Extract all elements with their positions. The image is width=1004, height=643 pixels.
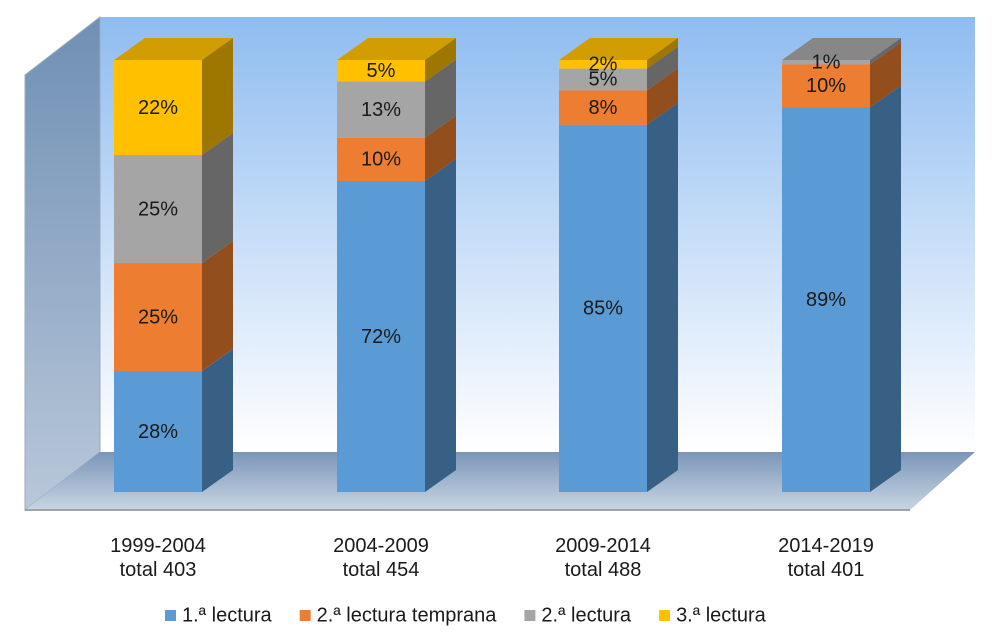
- bar-segment: [114, 133, 233, 264]
- x-tick-label: 2014-2019: [778, 535, 874, 557]
- legend-swatch: [165, 610, 176, 621]
- legend-item: 3.ª lectura: [659, 604, 767, 626]
- bar-segment-front: [782, 64, 870, 108]
- bar-top-face: [337, 38, 456, 60]
- bar-segment-side: [870, 38, 901, 65]
- legend-swatch: [299, 610, 311, 621]
- bar-segment-front: [559, 90, 647, 125]
- bar-segment-front: [114, 371, 202, 492]
- legend-label: 1.ª lectura: [182, 604, 273, 626]
- bar-segment: [782, 38, 901, 65]
- bar-segment-front: [782, 107, 870, 493]
- side-wall: [24, 15, 101, 512]
- bar-segment-front: [559, 60, 647, 69]
- bar-segment-side: [202, 38, 233, 156]
- x-tick-label: 2004-2009: [333, 535, 429, 557]
- bar-segment-side: [425, 115, 456, 181]
- bar-segment-side: [647, 102, 678, 493]
- data-label: 1%: [812, 51, 841, 73]
- bar-segment-side: [425, 59, 456, 138]
- bar-segment: [559, 68, 678, 125]
- bar-segment: [114, 349, 233, 492]
- bar-segment: [337, 59, 456, 138]
- data-label: 10%: [806, 75, 846, 97]
- bar-segment-front: [337, 60, 425, 82]
- bar-segment: [337, 115, 456, 181]
- bar-segment-side: [647, 38, 678, 69]
- bar-segment-front: [114, 155, 202, 264]
- x-tick-total: total 403: [120, 559, 197, 581]
- floor: [25, 452, 975, 510]
- legend-label: 2.ª lectura: [541, 604, 632, 626]
- legend-item: 2.ª lectura temprana: [299, 604, 498, 626]
- bar-segment: [559, 46, 678, 91]
- x-tick-total: total 401: [788, 559, 865, 581]
- x-tick-total: total 454: [343, 559, 420, 581]
- legend-label: 2.ª lectura temprana: [317, 604, 498, 626]
- bar-segment: [559, 102, 678, 493]
- data-label: 5%: [367, 60, 396, 82]
- bar-segment-front: [337, 137, 425, 181]
- bar-top-face: [114, 38, 233, 60]
- bar-segment: [114, 241, 233, 372]
- legend-item: 2.ª lectura: [524, 604, 632, 626]
- data-label: 28%: [138, 421, 178, 443]
- data-label: 8%: [589, 97, 618, 119]
- data-label: 2%: [589, 54, 618, 76]
- x-tick-label: 2009-2014: [555, 535, 651, 557]
- bar-segment-side: [870, 42, 901, 108]
- bar-segment: [337, 38, 456, 82]
- bar-segment-front: [782, 60, 870, 65]
- bar-segment-front: [337, 81, 425, 138]
- bar-segment-front: [559, 124, 647, 493]
- bar-segment-side: [202, 133, 233, 264]
- bar-segment: [559, 38, 678, 69]
- bar-segment-front: [114, 60, 202, 156]
- bar-segment: [337, 158, 456, 492]
- bar-segment-side: [647, 68, 678, 125]
- data-label: 85%: [583, 298, 623, 320]
- bar-segment: [114, 38, 233, 156]
- bar-segment-front: [114, 263, 202, 372]
- legend-label: 3.ª lectura: [676, 604, 767, 626]
- bar-segment: [782, 85, 901, 493]
- bar-segment-side: [202, 349, 233, 492]
- bar-segment-side: [202, 241, 233, 372]
- bar-segment-side: [425, 38, 456, 82]
- data-label: 72%: [361, 326, 401, 348]
- bar-segment-front: [337, 180, 425, 492]
- data-label: 10%: [361, 149, 401, 171]
- bars-layer: 28%25%25%22%72%10%13%5%85%8%5%2%89%10%1%: [114, 38, 901, 493]
- bar-top-face: [559, 38, 678, 60]
- legend: 1.ª lectura 2.ª lectura temprana 2.ª lectu…: [165, 604, 767, 626]
- back-wall: [100, 17, 975, 452]
- data-label: 25%: [138, 306, 178, 328]
- data-label: 89%: [806, 289, 846, 311]
- data-label: 13%: [361, 99, 401, 121]
- data-label: 25%: [138, 198, 178, 220]
- legend-swatch: [659, 610, 671, 621]
- bar-segment-side: [647, 46, 678, 91]
- bar-segment-side: [425, 158, 456, 492]
- bar-segment-side: [870, 85, 901, 493]
- legend-swatch: [524, 610, 536, 621]
- x-tick-total: total 488: [565, 559, 642, 581]
- bar-top-face: [782, 38, 901, 60]
- bar-segment-front: [559, 68, 647, 91]
- bar-segment: [782, 42, 901, 108]
- legend-item: 1.ª lectura: [165, 604, 273, 626]
- data-label: 22%: [138, 97, 178, 119]
- x-tick-label: 1999-2004: [110, 535, 206, 557]
- data-label: 5%: [589, 69, 618, 91]
